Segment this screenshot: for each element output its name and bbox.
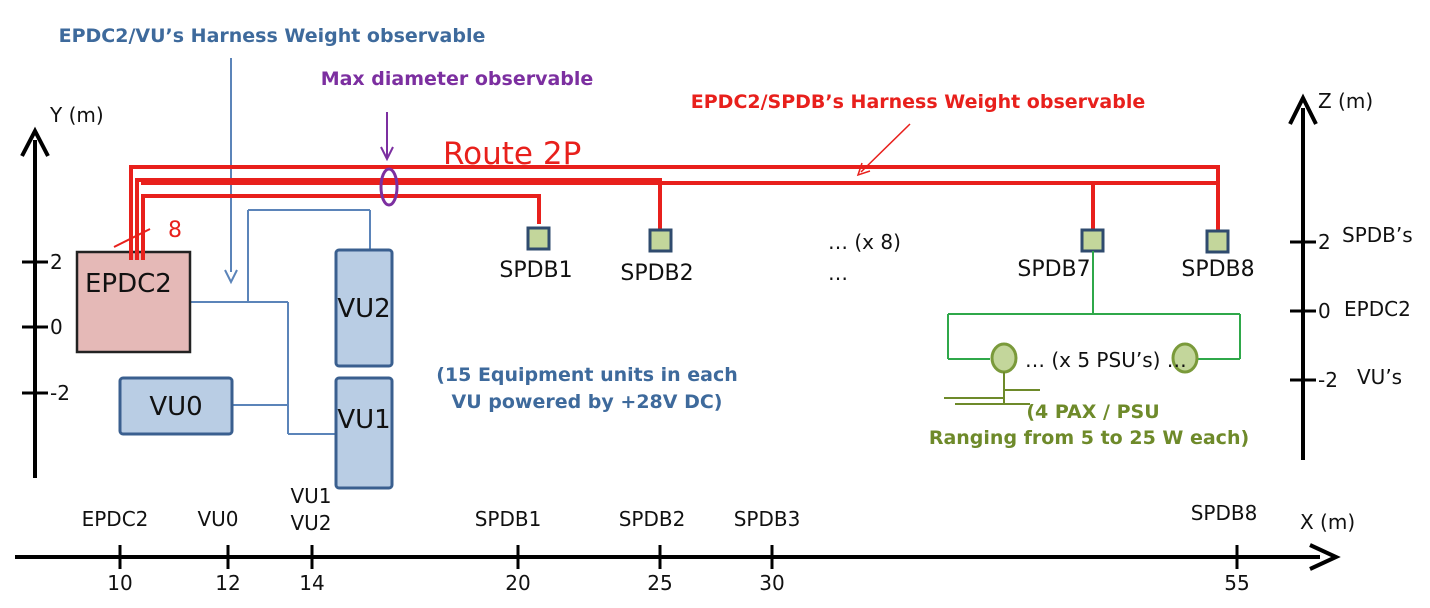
x-tick-label-30: 30 [759, 571, 784, 595]
y-tick-label-2: 2 [50, 250, 63, 274]
y-tick-label-neg2: -2 [50, 381, 70, 405]
pax-note-line2: Ranging from 5 to 25 W each) [929, 427, 1249, 449]
spdb2-box: SPDB2 [620, 228, 694, 286]
spdb-ellipsis: … [828, 261, 848, 285]
psu-wiring [947, 251, 1241, 360]
vu1-label: VU1 [337, 405, 390, 435]
spdb-harness-pointer [856, 123, 911, 177]
psu-multiplier: … (x 5 PSU’s) … [1025, 348, 1187, 372]
x-name-spdb8: SPDB8 [1191, 501, 1258, 525]
z-tick-name-spdbs: SPDB’s [1342, 223, 1413, 247]
x-tick-label-55: 55 [1224, 571, 1249, 595]
wire-count-label: 8 [168, 218, 182, 243]
epdc2-block: EPDC2 [75, 250, 192, 354]
z-axis-label: Z (m) [1318, 89, 1373, 113]
x-tick-label-25: 25 [647, 571, 672, 595]
spdb7-box: SPDB7 [1017, 228, 1105, 282]
x-tick-label-10: 10 [107, 571, 132, 595]
spdb1-label: SPDB1 [499, 258, 572, 283]
z-axis: Z (m) 2 SPDB’s 0 EPDC2 -2 VU’s [1288, 89, 1413, 460]
route-2p-harness [129, 165, 1220, 260]
y-axis-label: Y (m) [49, 103, 104, 127]
spdb7-label: SPDB7 [1017, 257, 1090, 282]
x-axis-label: X (m) [1300, 510, 1355, 534]
z-tick-value-0: 0 [1318, 299, 1331, 323]
x-name-vu0: VU0 [197, 507, 238, 531]
wire-count-slash [113, 228, 151, 248]
z-tick-value-neg2: -2 [1318, 368, 1338, 392]
spdb8-box: SPDB8 [1181, 229, 1255, 282]
vu-harness-annotation: EPDC2/VU’s Harness Weight observable [59, 25, 486, 47]
spdb-multiplier: … (x 8) [828, 230, 901, 254]
epdc2-label: EPDC2 [85, 269, 172, 299]
x-name-spdb3: SPDB3 [734, 507, 801, 531]
route-label: Route 2P [443, 136, 581, 172]
y-tick-label-0: 0 [50, 315, 63, 339]
spdb1-box: SPDB1 [499, 226, 573, 283]
spdb8-label: SPDB8 [1181, 257, 1254, 282]
x-axis: X (m) 10 12 14 20 25 30 55 EPDC2 VU0 VU1… [15, 484, 1355, 595]
x-tick-label-14: 14 [299, 571, 324, 595]
vu-harness-pointer [224, 58, 238, 285]
equipment-note-line1: (15 Equipment units in each [436, 364, 738, 386]
x-tick-label-12: 12 [215, 571, 240, 595]
x-name-epdc2: EPDC2 [82, 507, 149, 531]
z-tick-name-epdc2: EPDC2 [1344, 297, 1411, 321]
vu2-label: VU2 [337, 294, 390, 324]
z-tick-name-vus: VU’s [1357, 365, 1402, 389]
vu1-block: VU1 [334, 376, 394, 490]
x-name-vu2: VU2 [290, 511, 331, 535]
max-diameter-marker [379, 112, 399, 207]
vu0-block: VU0 [118, 376, 234, 436]
pax-wiring [944, 372, 1040, 405]
vu0-label: VU0 [149, 392, 202, 422]
psu-ellipse-left [990, 342, 1018, 374]
psu-ellipse-right [1171, 342, 1199, 374]
z-tick-value-2: 2 [1318, 230, 1331, 254]
spdb-harness-annotation: EPDC2/SPDB’s Harness Weight observable [691, 91, 1145, 113]
x-name-vu1: VU1 [290, 484, 331, 508]
x-tick-label-20: 20 [505, 571, 530, 595]
x-name-spdb1: SPDB1 [475, 507, 542, 531]
pax-note-line1: (4 PAX / PSU [1026, 401, 1159, 423]
spdb2-label: SPDB2 [620, 261, 693, 286]
y-axis: Y (m) 2 0 -2 [20, 103, 104, 478]
vu-harness-wiring [190, 209, 371, 435]
equipment-note-line2: VU powered by +28V DC) [452, 391, 723, 413]
vu2-block: VU2 [334, 248, 394, 368]
x-name-spdb2: SPDB2 [619, 507, 686, 531]
max-diameter-annotation: Max diameter observable [321, 68, 594, 90]
